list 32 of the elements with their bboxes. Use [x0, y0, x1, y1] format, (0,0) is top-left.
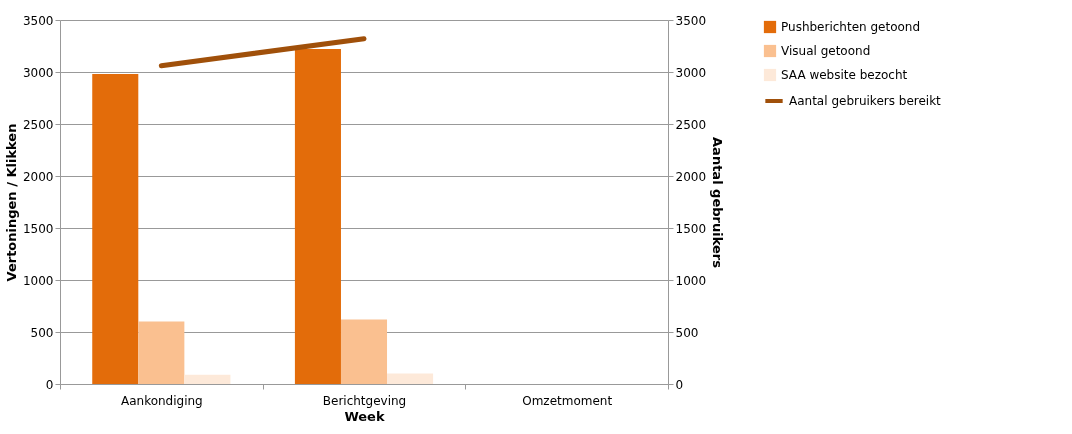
bar	[294, 49, 341, 384]
bar	[92, 74, 139, 384]
y-tick-label: 3500	[22, 13, 54, 28]
y2-axis-title: Aantal gebruikers	[710, 137, 726, 269]
legend-label: SAA website bezocht	[781, 68, 908, 82]
x-tick-label: Aankondiging	[120, 393, 203, 408]
bar	[184, 374, 231, 384]
x-axis-title: Week	[344, 408, 385, 424]
y-tick-label: 2000	[22, 169, 54, 184]
bar	[387, 373, 434, 384]
y2-tick-label: 500	[675, 325, 699, 340]
bar	[340, 319, 388, 384]
y-tick-label: 500	[30, 325, 54, 340]
y-tick-label: 3000	[22, 65, 54, 80]
y-tick-label: 2500	[22, 117, 54, 132]
y-tick-label: 1500	[22, 221, 54, 236]
y2-tick-label: 2000	[675, 169, 707, 184]
y-tick-label: 1000	[22, 273, 54, 288]
legend-label: Pushberichten getoond	[781, 20, 921, 34]
y2-tick-label: 0	[675, 377, 684, 392]
x-tick-label: Berichtgeving	[322, 393, 407, 408]
y2-tick-label: 1000	[675, 273, 707, 288]
y-axis-title: Vertoningen / Klikken	[3, 123, 19, 282]
y2-tick-label: 3500	[675, 13, 707, 28]
y-tick-label: 0	[45, 377, 54, 392]
bar	[138, 321, 185, 384]
y2-tick-label: 3000	[675, 65, 707, 80]
legend-label: Aantal gebruikers bereikt	[789, 94, 942, 108]
legend-label: Visual getoond	[781, 44, 871, 58]
y2-tick-label: 1500	[675, 221, 707, 236]
x-tick-label: Omzetmoment	[522, 393, 613, 408]
y2-tick-label: 2500	[675, 117, 707, 132]
